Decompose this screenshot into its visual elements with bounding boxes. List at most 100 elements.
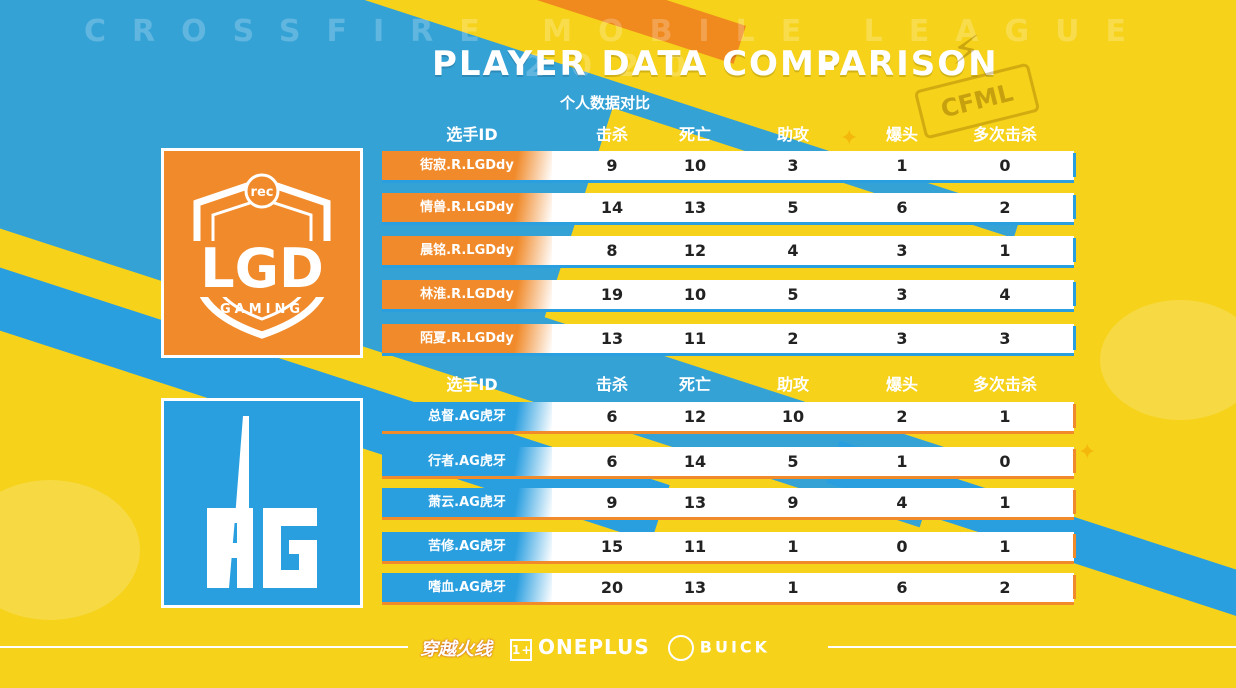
- stat-assists: 3: [787, 156, 799, 175]
- stat-assists: 5: [787, 452, 799, 471]
- stat-kills: 13: [600, 329, 624, 348]
- player-id: 晨铭.R.LGDdy: [382, 236, 552, 265]
- column-header-assists-col: 助攻: [776, 125, 809, 144]
- bg-brush: [1100, 300, 1236, 420]
- stat-deaths: 12: [683, 407, 707, 426]
- stat-multikills: 2: [999, 578, 1011, 597]
- stat-multikills: 1: [999, 537, 1011, 556]
- crossfire-logo: 穿越火线: [420, 639, 492, 660]
- stat-headshots: 3: [896, 329, 908, 348]
- column-header-multikills-col: 多次击杀: [972, 125, 1037, 144]
- stat-multikills: 1: [999, 241, 1011, 260]
- table-row: 行者.AG虎牙 6 14 5 1 0: [382, 447, 1076, 479]
- column-header-id-col: 选手ID: [446, 375, 498, 394]
- team-logo-lgd: rec LGD GAMING: [161, 148, 363, 358]
- stat-assists: 1: [787, 578, 799, 597]
- buick-logo: BUICK: [667, 635, 771, 661]
- stat-multikills: 0: [999, 156, 1011, 175]
- table-row: 总督.AG虎牙 6 12 10 2 1: [382, 402, 1076, 434]
- player-id: 陌夏.R.LGDdy: [382, 324, 552, 353]
- stat-deaths: 13: [683, 198, 707, 217]
- stat-assists: 2: [787, 329, 799, 348]
- row-end-accent: [1073, 326, 1076, 350]
- stat-headshots: 2: [896, 407, 908, 426]
- svg-text:rec: rec: [251, 185, 274, 200]
- ag-logo-icon: [207, 416, 317, 588]
- row-end-accent: [1073, 404, 1076, 428]
- row-end-accent: [1073, 282, 1076, 306]
- stat-deaths: 12: [683, 241, 707, 260]
- stat-multikills: 4: [999, 285, 1011, 304]
- stat-headshots: 0: [896, 537, 908, 556]
- table-row: 林淮.R.LGDdy 19 10 5 3 4: [382, 280, 1076, 312]
- footer-line-left: [0, 646, 408, 648]
- oneplus-text: ONEPLUS: [538, 635, 650, 659]
- stat-headshots: 3: [896, 285, 908, 304]
- row-end-accent: [1073, 534, 1076, 558]
- stat-headshots: 6: [896, 198, 908, 217]
- table-row: 情兽.R.LGDdy 14 13 5 6 2: [382, 193, 1076, 225]
- player-id: 街寂.R.LGDdy: [382, 151, 552, 180]
- stat-kills: 9: [606, 493, 618, 512]
- page-title: PLAYER DATA COMPARISON: [432, 44, 999, 84]
- stat-deaths: 10: [683, 156, 707, 175]
- stat-assists: 4: [787, 241, 799, 260]
- table-row: 苦修.AG虎牙 15 11 1 0 1: [382, 532, 1076, 564]
- sparkle-icon: ✦: [1078, 440, 1097, 465]
- table-row: 萧云.AG虎牙 9 13 9 4 1: [382, 488, 1076, 520]
- player-id: 行者.AG虎牙: [382, 447, 552, 476]
- stat-assists: 5: [787, 198, 799, 217]
- table-row: 晨铭.R.LGDdy 8 12 4 3 1: [382, 236, 1076, 268]
- player-id: 林淮.R.LGDdy: [382, 280, 552, 309]
- column-header-kills-col: 击杀: [595, 125, 628, 144]
- stat-kills: 6: [606, 407, 618, 426]
- stat-headshots: 6: [896, 578, 908, 597]
- table-row: 嗜血.AG虎牙 20 13 1 6 2: [382, 573, 1076, 605]
- stat-multikills: 1: [999, 493, 1011, 512]
- player-id: 情兽.R.LGDdy: [382, 193, 552, 222]
- column-header-kills-col: 击杀: [595, 375, 628, 394]
- column-header-headshots-col: 爆头: [885, 125, 918, 144]
- svg-text:LGD: LGD: [200, 237, 324, 300]
- table-row: 陌夏.R.LGDdy 13 11 2 3 3: [382, 324, 1076, 356]
- player-id: 嗜血.AG虎牙: [382, 573, 552, 602]
- row-end-accent: [1073, 490, 1076, 514]
- table-row: 街寂.R.LGDdy 9 10 3 1 0: [382, 151, 1076, 183]
- row-end-accent: [1073, 449, 1076, 473]
- sponsor-bar: 穿越火线 1+ ONEPLUS BUICK: [420, 628, 820, 668]
- stat-assists: 1: [787, 537, 799, 556]
- column-header-deaths-col: 死亡: [678, 375, 711, 394]
- stat-multikills: 2: [999, 198, 1011, 217]
- buick-text: BUICK: [699, 637, 771, 657]
- footer-line-right: [828, 646, 1236, 648]
- bg-brush: [0, 480, 140, 620]
- stat-deaths: 11: [683, 537, 707, 556]
- lightning-icon: ⚡: [952, 28, 981, 74]
- column-header-headshots-col: 爆头: [885, 375, 918, 394]
- stat-headshots: 1: [896, 156, 908, 175]
- stat-kills: 14: [600, 198, 624, 217]
- stat-deaths: 10: [683, 285, 707, 304]
- stat-assists: 10: [781, 407, 805, 426]
- column-header-assists-col: 助攻: [776, 375, 809, 394]
- stat-deaths: 14: [683, 452, 707, 471]
- oneplus-icon: 1+: [510, 639, 532, 661]
- column-header-multikills-col: 多次击杀: [972, 375, 1037, 394]
- stat-kills: 19: [600, 285, 624, 304]
- player-id: 总督.AG虎牙: [382, 402, 552, 431]
- stat-deaths: 13: [683, 493, 707, 512]
- stat-deaths: 11: [683, 329, 707, 348]
- stat-multikills: 3: [999, 329, 1011, 348]
- stat-kills: 20: [600, 578, 624, 597]
- stat-headshots: 1: [896, 452, 908, 471]
- sparkle-icon: ✦: [840, 126, 859, 151]
- stat-kills: 9: [606, 156, 618, 175]
- stat-kills: 15: [600, 537, 624, 556]
- row-end-accent: [1073, 238, 1076, 262]
- lgd-shield-icon: rec LGD GAMING: [187, 173, 337, 339]
- row-end-accent: [1073, 153, 1076, 177]
- stat-deaths: 13: [683, 578, 707, 597]
- page-subtitle: 个人数据对比: [560, 94, 651, 112]
- stat-assists: 5: [787, 285, 799, 304]
